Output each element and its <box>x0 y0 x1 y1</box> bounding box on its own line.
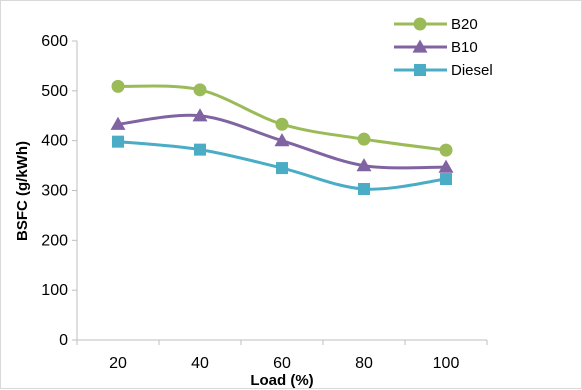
data-point-b20 <box>275 117 289 131</box>
x-axis-title: Load (%) <box>250 372 313 389</box>
data-point-b20 <box>111 79 125 93</box>
y-ticks <box>72 40 77 341</box>
x-tick-labels: 20 40 60 80 100 <box>109 355 459 372</box>
x-tick-label: 80 <box>355 355 373 372</box>
x-tick-label: 20 <box>109 355 127 372</box>
data-point-diesel <box>358 183 370 196</box>
y-tick-label: 500 <box>41 83 68 100</box>
series-diesel <box>112 135 452 196</box>
data-point-b10 <box>438 159 454 173</box>
series-layer <box>110 79 454 196</box>
y-tick-label: 300 <box>41 183 68 200</box>
y-tick-label: 600 <box>41 33 68 50</box>
legend-marker-b20 <box>413 17 427 31</box>
y-tick-label: 200 <box>41 232 68 249</box>
y-tick-label: 0 <box>59 332 68 349</box>
legend-label-b10: B10 <box>451 39 478 56</box>
axes: 0 100 200 300 400 500 600 20 40 60 80 100 <box>41 33 488 372</box>
data-point-b10 <box>110 116 126 130</box>
legend-marker-diesel <box>414 64 426 76</box>
data-point-b10 <box>274 133 290 147</box>
data-point-diesel <box>276 162 288 175</box>
legend-label-b20: B20 <box>451 16 478 33</box>
data-point-b10 <box>192 108 208 122</box>
data-point-diesel <box>194 143 206 156</box>
x-tick-label: 100 <box>433 355 460 372</box>
legend-item-b20: B20 <box>394 16 478 33</box>
legend-item-b10: B10 <box>394 39 478 56</box>
x-tick-label: 40 <box>191 355 209 372</box>
data-point-diesel <box>112 135 124 148</box>
x-tick-label: 60 <box>273 355 291 372</box>
x-ticks <box>76 340 488 345</box>
data-point-b10 <box>356 158 372 172</box>
legend: B20 B10 Diesel <box>394 16 493 79</box>
y-tick-label: 400 <box>41 133 68 150</box>
data-point-diesel <box>440 173 452 186</box>
y-axis-title: BSFC (g/kWh) <box>14 141 31 241</box>
data-point-b20 <box>357 132 371 146</box>
legend-label-diesel: Diesel <box>451 62 493 79</box>
series-b10 <box>110 108 454 173</box>
y-tick-labels: 0 100 200 300 400 500 600 <box>41 33 68 349</box>
data-point-b20 <box>193 83 207 97</box>
data-point-b20 <box>439 143 453 157</box>
legend-marker-b10 <box>412 39 428 53</box>
legend-item-diesel: Diesel <box>394 62 493 79</box>
y-tick-label: 100 <box>41 282 68 299</box>
series-b20 <box>111 79 453 157</box>
